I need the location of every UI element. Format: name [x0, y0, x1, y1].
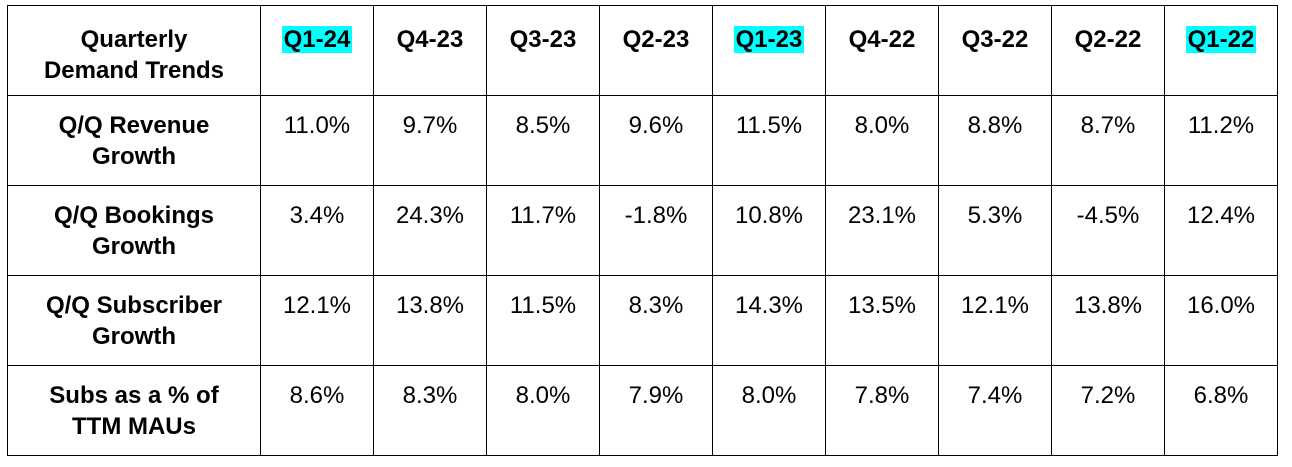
column-header: Q1-23: [712, 5, 826, 96]
column-header-label: Q4-23: [396, 26, 464, 53]
row-label-line-2: TTM MAUs: [72, 413, 196, 440]
table-cell: 10.8%: [712, 185, 826, 276]
table-row-subscriber-growth: Q/Q Subscriber Growth 12.1% 13.8% 11.5% …: [7, 275, 1278, 366]
table-cell: 16.0%: [1164, 275, 1278, 366]
table-cell: -4.5%: [1051, 185, 1165, 276]
header-row: Quarterly Demand Trends Q1-24 Q4-23 Q3-2…: [7, 5, 1278, 96]
column-header-label: Q2-23: [622, 26, 690, 53]
table-cell: 3.4%: [260, 185, 374, 276]
table-cell: 8.6%: [260, 365, 374, 456]
table-cell: 7.4%: [938, 365, 1052, 456]
column-header-label: Q4-22: [848, 26, 916, 53]
table-cell: 13.8%: [373, 275, 487, 366]
column-header: Q1-22: [1164, 5, 1278, 96]
table-row-subs-pct-mau: Subs as a % of TTM MAUs 8.6% 8.3% 8.0% 7…: [7, 365, 1278, 456]
table-cell: 6.8%: [1164, 365, 1278, 456]
table-cell: 11.0%: [260, 95, 374, 186]
corner-header: Quarterly Demand Trends: [7, 5, 261, 96]
table-row-revenue-growth: Q/Q Revenue Growth 11.0% 9.7% 8.5% 9.6% …: [7, 95, 1278, 186]
table-cell: 8.3%: [373, 365, 487, 456]
table-cell: 9.7%: [373, 95, 487, 186]
table-cell: 5.3%: [938, 185, 1052, 276]
table-cell: 11.5%: [712, 95, 826, 186]
row-label-line-1: Q/Q Subscriber: [45, 292, 223, 319]
table-cell: -1.8%: [599, 185, 713, 276]
table-cell: 13.5%: [825, 275, 939, 366]
table-cell: 7.2%: [1051, 365, 1165, 456]
row-label-line-1: Subs as a % of: [49, 382, 219, 409]
column-header-label: Q3-22: [961, 26, 1029, 53]
column-header-label: Q1-24: [281, 26, 353, 53]
row-label-line-2: Growth: [92, 233, 176, 260]
row-label-line-1: Q/Q Revenue: [58, 112, 210, 139]
row-label: Q/Q Subscriber Growth: [7, 275, 261, 366]
column-header: Q3-23: [486, 5, 600, 96]
table-cell: 8.5%: [486, 95, 600, 186]
table-cell: 8.7%: [1051, 95, 1165, 186]
table-cell: 7.8%: [825, 365, 939, 456]
column-header: Q2-23: [599, 5, 713, 96]
table-row-bookings-growth: Q/Q Bookings Growth 3.4% 24.3% 11.7% -1.…: [7, 185, 1278, 276]
table-cell: 23.1%: [825, 185, 939, 276]
table-cell: 8.0%: [486, 365, 600, 456]
row-label-line-2: Growth: [92, 323, 176, 350]
table-cell: 14.3%: [712, 275, 826, 366]
table-cell: 13.8%: [1051, 275, 1165, 366]
column-header-label: Q1-23: [733, 26, 805, 53]
column-header-label: Q2-22: [1074, 26, 1142, 53]
column-header: Q4-22: [825, 5, 939, 96]
row-label-line-2: Growth: [92, 143, 176, 170]
corner-line-1: Quarterly: [80, 26, 188, 53]
row-label-line-1: Q/Q Bookings: [53, 202, 214, 229]
column-header: Q3-22: [938, 5, 1052, 96]
column-header-label: Q3-23: [509, 26, 577, 53]
table-cell: 11.5%: [486, 275, 600, 366]
row-label: Q/Q Revenue Growth: [7, 95, 261, 186]
column-header: Q4-23: [373, 5, 487, 96]
table-cell: 12.4%: [1164, 185, 1278, 276]
table-cell: 8.3%: [599, 275, 713, 366]
column-header: Q2-22: [1051, 5, 1165, 96]
table-cell: 11.2%: [1164, 95, 1278, 186]
table-cell: 12.1%: [938, 275, 1052, 366]
table-cell: 12.1%: [260, 275, 374, 366]
table-cell: 11.7%: [486, 185, 600, 276]
table-cell: 24.3%: [373, 185, 487, 276]
column-header: Q1-24: [260, 5, 374, 96]
corner-line-2: Demand Trends: [43, 57, 225, 84]
column-header-label: Q1-22: [1185, 26, 1257, 53]
table-cell: 8.0%: [825, 95, 939, 186]
table-cell: 8.0%: [712, 365, 826, 456]
table-cell: 7.9%: [599, 365, 713, 456]
row-label: Q/Q Bookings Growth: [7, 185, 261, 276]
demand-trends-table: Quarterly Demand Trends Q1-24 Q4-23 Q3-2…: [7, 5, 1278, 456]
table-cell: 9.6%: [599, 95, 713, 186]
table-cell: 8.8%: [938, 95, 1052, 186]
row-label: Subs as a % of TTM MAUs: [7, 365, 261, 456]
